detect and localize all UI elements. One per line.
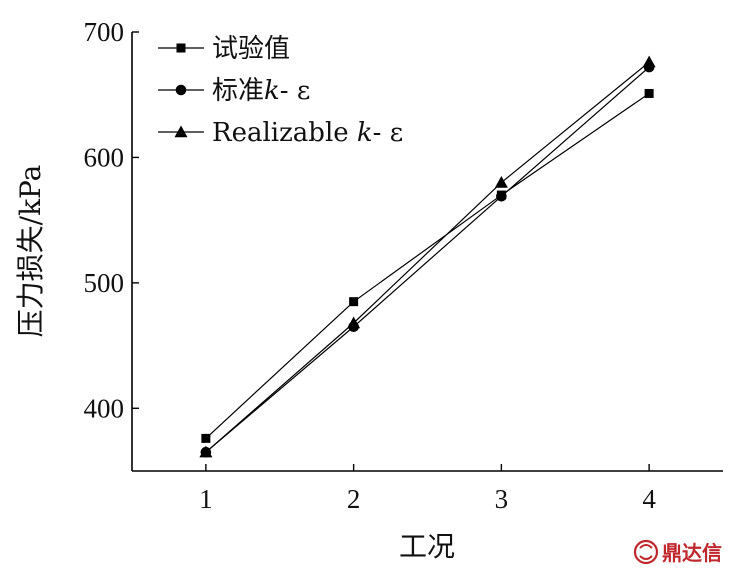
axes [131,32,723,472]
legend-item: 试验值 [158,34,290,64]
legend-item: Realizable k- ε [158,118,403,148]
legend-label-k: k [264,76,280,106]
watermark-text: 鼎达信 [662,541,722,565]
x-tick-label: 4 [642,484,656,514]
data-point-triangle [642,55,656,68]
data-point-triangle [494,176,508,188]
data-point-square [201,433,211,443]
data-point-circle [496,191,507,202]
data-point-triangle [199,445,213,458]
legend-marker-triangle [174,125,188,138]
x-tick-label: 2 [347,484,361,514]
legend-label: 试验值 [212,34,290,64]
legend-marker-circle [175,84,187,96]
series-layer [199,55,656,458]
legend-label-text: Realizable [212,118,357,148]
series-triangle [199,55,656,458]
legend-label: 标准k- ε [212,76,310,106]
y-tick-label: 700 [84,17,125,47]
watermark-logo-icon [633,539,659,565]
legend-label-epsilon: - ε [373,118,404,148]
y-tick-label: 400 [84,393,125,423]
series-line [205,66,650,453]
legend-label: Realizable k- ε [212,118,403,148]
x-tick-label: 3 [495,484,509,514]
x-tick-label: 1 [199,484,213,514]
legend-label-text: 标准 [212,76,264,106]
x-axis-title: 工况 [399,530,455,563]
data-point-triangle [347,316,361,329]
y-tick-label: 500 [84,268,125,298]
series-line [205,61,650,453]
legend-label-text: 试验值 [212,34,290,64]
legend-label-k: k [357,118,373,148]
legend-item: 标准k- ε [158,76,310,106]
legend-marker-square [176,43,186,53]
data-point-square [349,297,359,307]
legend-label-epsilon: - ε [280,76,311,106]
x-ticks: 1 2 3 4 [199,464,656,514]
y-ticks: 400 500 600 700 [84,17,139,423]
watermark: 鼎达信 [633,539,722,565]
y-tick-label: 600 [84,142,125,172]
y-axis-title: 压力损失/kPa [14,165,47,338]
data-point-square [644,88,654,98]
series-line [205,92,650,439]
